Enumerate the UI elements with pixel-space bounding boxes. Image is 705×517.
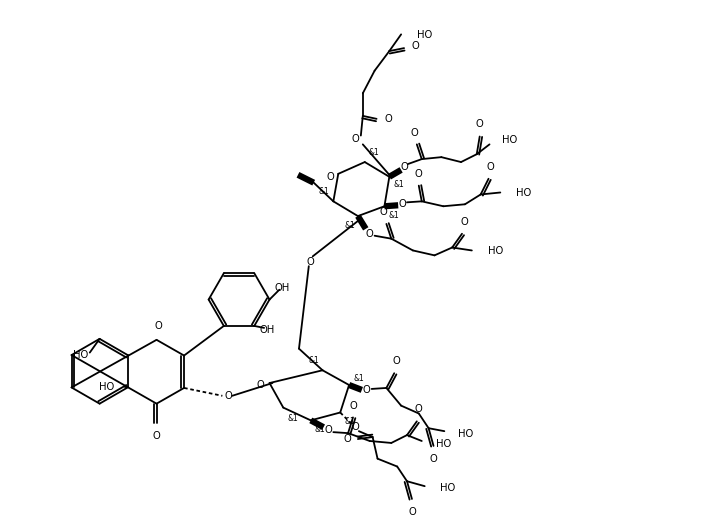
Text: O: O (324, 425, 332, 435)
Text: O: O (349, 401, 357, 410)
Text: &1: &1 (287, 415, 298, 423)
Text: O: O (415, 169, 423, 179)
Text: O: O (363, 385, 371, 395)
Text: &1: &1 (344, 221, 355, 230)
Text: O: O (412, 41, 419, 51)
Text: &1: &1 (354, 374, 364, 383)
Text: &1: &1 (388, 211, 399, 220)
Text: O: O (486, 162, 494, 172)
Text: O: O (476, 119, 484, 129)
Text: HO: HO (516, 188, 532, 197)
Text: &1: &1 (344, 417, 355, 427)
Text: O: O (326, 172, 334, 182)
Text: O: O (366, 229, 374, 239)
Text: HO: HO (436, 439, 452, 449)
Text: O: O (257, 380, 264, 390)
Text: O: O (400, 162, 408, 172)
Text: O: O (392, 356, 400, 367)
Text: HO: HO (502, 135, 517, 145)
Text: HO: HO (73, 349, 88, 359)
Text: O: O (351, 422, 359, 432)
Text: &1: &1 (309, 356, 319, 366)
Text: O: O (460, 217, 468, 227)
Text: HO: HO (458, 429, 473, 439)
Text: O: O (429, 454, 437, 464)
Text: O: O (154, 321, 162, 331)
Text: O: O (224, 391, 232, 401)
Text: O: O (410, 128, 418, 138)
Text: OH: OH (259, 325, 274, 335)
Text: O: O (379, 207, 387, 217)
Text: O: O (415, 404, 423, 415)
Text: O: O (398, 199, 406, 209)
Text: O: O (153, 431, 161, 441)
Text: HO: HO (488, 247, 503, 256)
Text: O: O (351, 134, 359, 144)
Text: HO: HO (99, 383, 114, 392)
Text: O: O (384, 114, 392, 124)
Text: HO: HO (441, 483, 455, 493)
Text: O: O (408, 507, 416, 517)
Text: &1: &1 (393, 180, 404, 189)
Text: HO: HO (417, 31, 432, 40)
Text: O: O (343, 434, 351, 444)
Text: &1: &1 (314, 425, 326, 434)
Text: &1: &1 (369, 148, 379, 157)
Text: OH: OH (274, 283, 290, 293)
Text: &1: &1 (319, 188, 329, 196)
Text: O: O (307, 257, 314, 267)
